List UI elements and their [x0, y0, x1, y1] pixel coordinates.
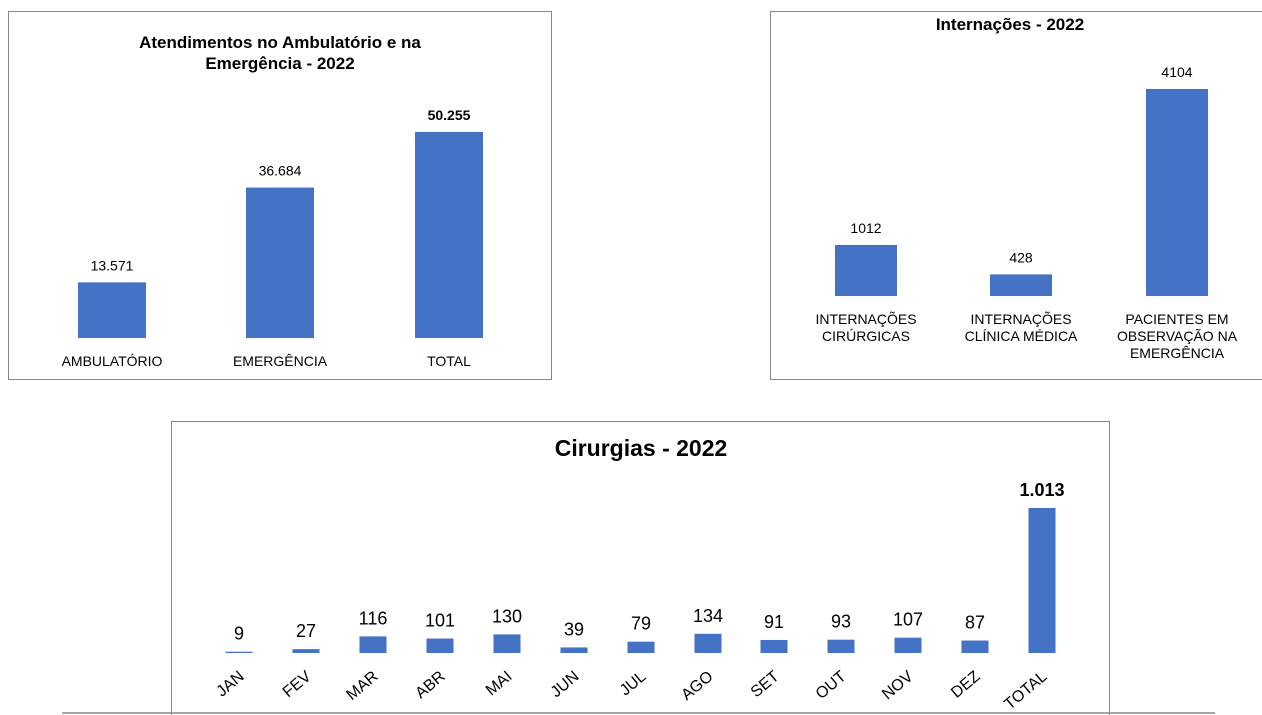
data-label: 428	[1009, 249, 1033, 265]
data-label: 27	[296, 621, 316, 641]
x-tick-label: DEZ	[948, 668, 984, 702]
bar	[990, 274, 1052, 296]
data-label: 93	[831, 612, 851, 632]
bar	[493, 634, 521, 653]
x-tick-label: INTERNAÇÕES CLÍNICA MÉDICA	[965, 311, 1078, 344]
chart-frame	[8, 11, 552, 380]
data-label: 101	[425, 611, 455, 631]
x-tick-label: INTERNAÇÕES CIRÚRGICAS	[815, 311, 916, 344]
x-tick-label: ABR	[412, 668, 448, 702]
chart-frame	[171, 421, 1110, 715]
bar	[835, 244, 897, 296]
x-tick-label: SET	[748, 668, 783, 701]
data-label: 50.255	[428, 107, 471, 123]
x-tick-label: TOTAL	[427, 353, 471, 369]
x-tick-label: JUL	[617, 668, 650, 699]
x-tick-label: JUN	[548, 668, 583, 701]
data-label: 116	[359, 608, 388, 628]
data-label: 79	[631, 614, 651, 634]
bar	[827, 639, 855, 653]
data-label: 130	[492, 606, 522, 626]
x-tick-label: AMBULATÓRIO	[62, 353, 163, 369]
data-label: 36.684	[259, 163, 302, 179]
data-label: 87	[965, 613, 985, 633]
bar	[415, 131, 483, 338]
data-label: 91	[764, 612, 784, 632]
x-tick-label: AGO	[678, 668, 716, 704]
x-tick-label: EMERGÊNCIA	[233, 353, 328, 369]
bar	[225, 651, 253, 653]
data-label: 134	[693, 606, 723, 626]
x-tick-label: FEV	[280, 668, 315, 701]
data-label: 1.013	[1019, 480, 1064, 500]
bar	[246, 187, 314, 338]
x-tick-label: MAI	[483, 668, 516, 699]
x-tick-label: TOTAL	[1001, 668, 1050, 713]
x-tick-label: PACIENTES EM OBSERVAÇÃO NA EMERGÊNCIA	[1117, 311, 1238, 361]
chart-title: Atendimentos no Ambulatório e na Emergênc…	[139, 33, 421, 73]
bar	[1146, 88, 1208, 296]
bar	[760, 639, 788, 653]
bar	[292, 649, 320, 653]
chart-frame	[770, 11, 1262, 380]
bar	[560, 647, 588, 653]
bar	[694, 633, 722, 653]
bar	[627, 641, 655, 653]
x-tick-label: NOV	[879, 668, 917, 704]
x-tick-label: MAR	[343, 668, 381, 704]
x-tick-label: OUT	[813, 668, 850, 703]
chart-title: Internações - 2022	[936, 15, 1084, 34]
data-label: 107	[893, 610, 923, 630]
bar	[894, 637, 922, 653]
bar	[961, 640, 989, 653]
chart-title: Cirurgias - 2022	[555, 435, 728, 461]
data-label: 1012	[850, 220, 881, 236]
bar	[78, 282, 146, 338]
x-tick-label: JAN	[213, 668, 247, 700]
data-label: 4104	[1161, 64, 1192, 80]
data-label: 9	[234, 624, 244, 644]
data-label: 39	[564, 619, 584, 639]
bar	[359, 636, 387, 653]
bar	[1028, 507, 1056, 653]
data-label: 13.571	[91, 257, 134, 273]
bar	[426, 638, 454, 653]
